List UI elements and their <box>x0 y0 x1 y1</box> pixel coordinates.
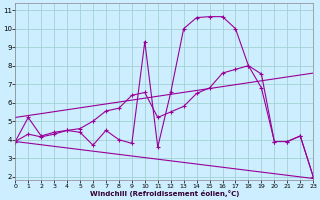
X-axis label: Windchill (Refroidissement éolien,°C): Windchill (Refroidissement éolien,°C) <box>90 190 239 197</box>
